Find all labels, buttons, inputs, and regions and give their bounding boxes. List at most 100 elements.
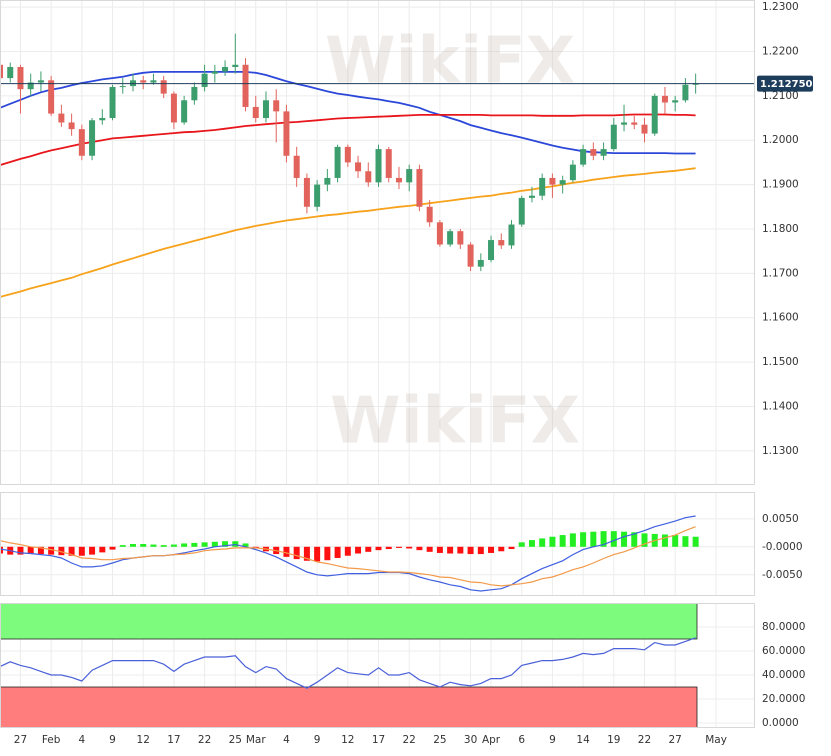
candle-body: [119, 86, 126, 88]
candle-body: [68, 122, 75, 130]
panel: [0, 492, 755, 596]
y-tick-label: 1.1600: [762, 312, 799, 324]
candle-body: [48, 80, 55, 114]
candle-body: [641, 124, 648, 134]
x-tick-label: 30: [464, 734, 477, 746]
candle-body: [160, 80, 167, 94]
candle-body: [365, 171, 372, 183]
x-tick-label: 4: [78, 734, 85, 746]
x-tick-label: 12: [137, 734, 150, 746]
y-tick-label: 0.0050: [762, 513, 799, 525]
y-tick-label: -0.0050: [762, 569, 803, 581]
histogram-bar: [201, 542, 208, 547]
line: [0, 637, 696, 689]
histogram-bar: [191, 542, 198, 547]
candle-body: [569, 164, 576, 181]
zone: [0, 686, 698, 728]
histogram-bar: [0, 546, 3, 554]
histogram-bar: [119, 545, 126, 547]
candle-body: [436, 222, 443, 245]
x-tick-label: 12: [341, 734, 354, 746]
candle-body: [621, 122, 628, 125]
candle-body: [293, 155, 300, 178]
histogram-bar: [457, 546, 464, 554]
candle-body: [395, 177, 402, 183]
candle-body: [467, 244, 474, 267]
x-tick-label: 6: [518, 734, 525, 746]
watermark: WikiFX: [325, 25, 575, 99]
candle-body: [273, 100, 280, 112]
panel-border: [0, 492, 755, 596]
x-tick-label: 19: [607, 734, 620, 746]
histogram-bar: [426, 546, 433, 552]
candle-body: [37, 80, 44, 83]
candle-body: [150, 80, 157, 83]
y-tick-label: 1.1400: [762, 400, 799, 412]
candle-body: [508, 224, 515, 246]
histogram-bar: [661, 534, 668, 547]
histogram-bar: [375, 546, 382, 551]
line: [0, 113, 696, 166]
zone: [0, 603, 698, 640]
x-tick-label: 4: [283, 734, 290, 746]
candle-body: [600, 149, 607, 156]
candle-body: [0, 64, 3, 79]
x-tick-label: 25: [229, 734, 242, 746]
candle-body: [181, 100, 188, 123]
histogram-bar: [682, 536, 689, 547]
candle-body: [109, 86, 116, 119]
x-tick-label: 22: [198, 734, 211, 746]
histogram-bar: [68, 546, 75, 556]
x-tick-label: 27: [14, 734, 27, 746]
candle-body: [170, 93, 177, 123]
candle-body: [416, 169, 423, 207]
histogram-bar: [631, 532, 638, 547]
histogram-bar: [181, 543, 188, 547]
candle-body: [518, 197, 525, 225]
candle-body: [610, 124, 617, 150]
last-price-box: [757, 75, 813, 92]
histogram-bar: [365, 546, 372, 552]
histogram-bar: [314, 546, 321, 562]
candle-body: [426, 206, 433, 223]
histogram-bar: [447, 546, 454, 554]
histogram-bar: [170, 544, 177, 547]
y-tick-label: 1.1500: [762, 356, 799, 368]
histogram-bar: [395, 546, 402, 548]
x-tick-label: Mar: [246, 734, 266, 746]
y-tick-label: 60.0000: [762, 645, 805, 657]
x-tick-label: 17: [372, 734, 385, 746]
line: [0, 515, 696, 592]
x-tick-label: 14: [576, 734, 590, 746]
panel-border: [0, 0, 755, 485]
histogram-bar: [160, 545, 167, 547]
histogram-bar: [27, 546, 34, 555]
candle-body: [191, 86, 198, 101]
histogram-bar: [242, 543, 249, 547]
histogram-bar: [528, 540, 535, 547]
candle-body: [201, 73, 208, 87]
histogram-bar: [303, 546, 310, 561]
x-tick-label: 9: [314, 734, 321, 746]
y-tick-label: 1.1700: [762, 267, 799, 279]
histogram-bar: [508, 546, 515, 550]
candle-body: [651, 95, 658, 134]
x-tick-label: 9: [549, 734, 556, 746]
x-tick-label: 9: [109, 734, 116, 746]
candle-body: [580, 149, 587, 165]
histogram-bar: [559, 535, 566, 547]
candle-body: [344, 146, 351, 163]
candle-body: [477, 260, 484, 267]
candle-body: [324, 177, 331, 185]
candle-body: [17, 67, 24, 90]
candle-body: [314, 184, 321, 207]
y-tick-label: 1.1300: [762, 445, 799, 457]
candle-body: [539, 177, 546, 196]
histogram-bar: [211, 541, 218, 547]
histogram-bar: [222, 541, 229, 547]
candle-body: [303, 177, 310, 207]
candle-body: [99, 118, 106, 121]
y-tick-label: 1.2200: [762, 45, 799, 57]
candle-body: [7, 67, 14, 79]
